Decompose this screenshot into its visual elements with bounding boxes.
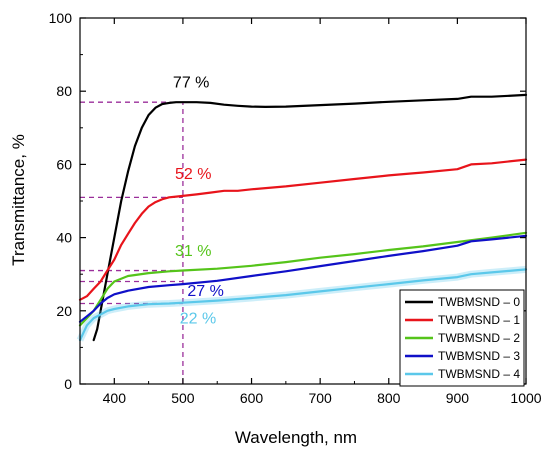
annotation-3: 27 %	[187, 283, 223, 300]
legend-label-1: TWBMSND – 1	[438, 313, 520, 327]
reference-lines	[80, 101, 184, 384]
y-tick-label: 0	[64, 376, 72, 392]
series-line-1	[78, 158, 528, 301]
annotation-0: 77 %	[173, 75, 209, 92]
y-tick-label: 60	[56, 156, 72, 172]
x-tick-label: 400	[103, 390, 127, 406]
series-line-0	[92, 93, 528, 342]
x-tick-label: 800	[377, 390, 401, 406]
series-lines	[76, 93, 528, 342]
x-tick-label: 500	[171, 390, 195, 406]
y-tick-label: 100	[49, 10, 73, 26]
annotation-4: 22 %	[180, 311, 216, 328]
x-tick-label: 900	[446, 390, 470, 406]
legend-label-2: TWBMSND – 2	[438, 331, 520, 345]
legend-box	[399, 289, 525, 387]
x-axis-title: Wavelength, nm	[235, 428, 357, 447]
annotation-2: 31 %	[175, 243, 211, 260]
series-line-3	[78, 234, 528, 323]
series-line-4	[78, 268, 528, 342]
x-tick-label: 700	[308, 390, 332, 406]
annotation-1: 52 %	[175, 166, 211, 183]
legend-label-4: TWBMSND – 4	[438, 367, 520, 381]
legend: TWBMSND – 0 TWBMSND – 1 TWBMSND – 2 TWBMSND…	[399, 289, 525, 387]
x-tick-label: 1000	[510, 390, 541, 406]
annotations: 77 % 52 % 31 % 27 % 22 %	[173, 75, 224, 328]
y-axis-title: Transmittance, %	[9, 134, 28, 266]
y-tick-label: 20	[56, 303, 72, 319]
y-tick-label: 40	[56, 230, 72, 246]
axes: 400 500 600 700 800 900 1000 0 20 40 60 80 100	[49, 10, 542, 406]
y-tick-label: 80	[56, 83, 72, 99]
legend-label-0: TWBMSND – 0	[438, 295, 520, 309]
x-tick-label: 600	[240, 390, 264, 406]
series-line-2	[78, 231, 528, 327]
legend-label-3: TWBMSND – 3	[438, 349, 520, 363]
